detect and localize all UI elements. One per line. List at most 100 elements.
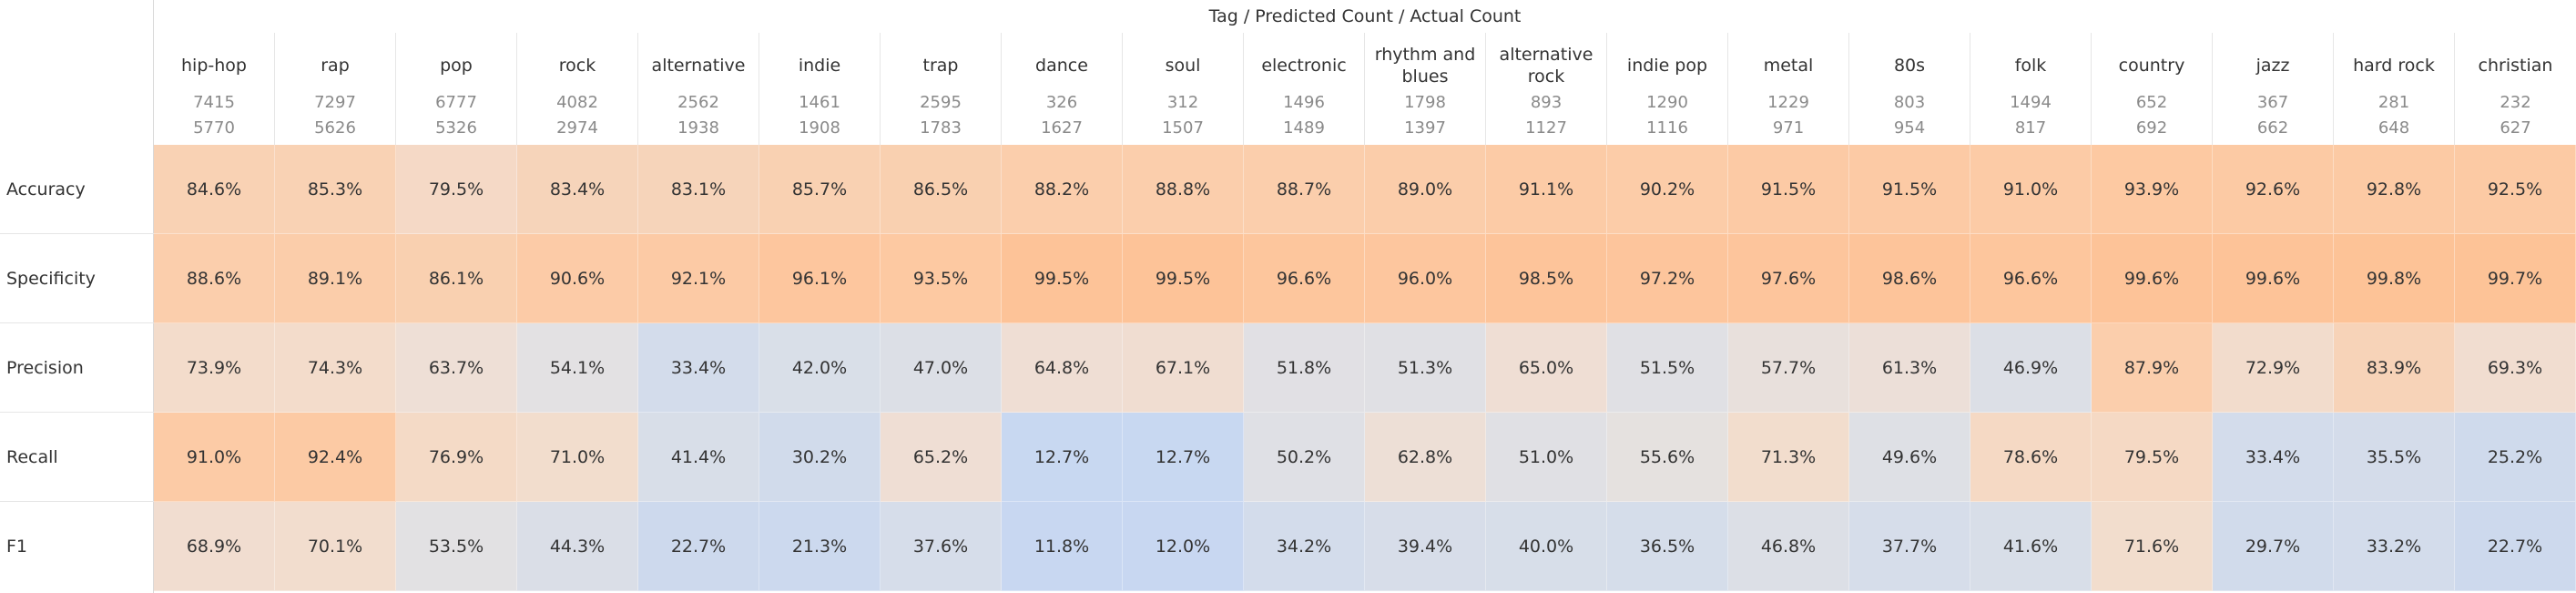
predicted-count: 6777 bbox=[435, 93, 477, 112]
heatmap-cell: 91.0% bbox=[154, 413, 275, 502]
heatmap-cell: 30.2% bbox=[759, 413, 881, 502]
heatmap-cell: 92.8% bbox=[2334, 145, 2455, 234]
actual-count: 1627 bbox=[1041, 118, 1083, 138]
chart-title: Tag / Predicted Count / Actual Count bbox=[1208, 6, 1522, 26]
heatmap-cell: 22.7% bbox=[638, 502, 759, 591]
heatmap-cell: 41.4% bbox=[638, 413, 759, 502]
heatmap-cell: 99.6% bbox=[2213, 234, 2334, 323]
heatmap-cell: 99.7% bbox=[2455, 234, 2576, 323]
predicted-count: 281 bbox=[2377, 93, 2410, 112]
column-header: trap 2595 1783 bbox=[881, 33, 1002, 145]
actual-count: 2974 bbox=[556, 118, 598, 138]
heatmap-cell: 91.1% bbox=[1486, 145, 1607, 234]
heatmap-cell: 37.7% bbox=[1849, 502, 1970, 591]
heatmap-cell: 99.5% bbox=[1002, 234, 1123, 323]
metric-label: Accuracy bbox=[0, 145, 154, 234]
heatmap-cell: 71.6% bbox=[2092, 502, 2213, 591]
heatmap-cell: 88.2% bbox=[1002, 145, 1123, 234]
heatmap-cell: 33.2% bbox=[2334, 502, 2455, 591]
heatmap-cell: 51.3% bbox=[1365, 323, 1486, 413]
column-header: indie 1461 1908 bbox=[759, 33, 881, 145]
heatmap-cell: 99.8% bbox=[2334, 234, 2455, 323]
heatmap-cell: 42.0% bbox=[759, 323, 881, 413]
metric-label: Recall bbox=[0, 413, 154, 502]
predicted-count: 2595 bbox=[920, 93, 962, 112]
column-header: pop 6777 5326 bbox=[396, 33, 517, 145]
heatmap-cell: 37.6% bbox=[881, 502, 1002, 591]
heatmap-cell: 46.9% bbox=[1970, 323, 2092, 413]
heatmap-cell: 87.9% bbox=[2092, 323, 2213, 413]
predicted-count: 1229 bbox=[1767, 93, 1809, 112]
column-header: rap 7297 5626 bbox=[275, 33, 396, 145]
heatmap-cell: 34.2% bbox=[1244, 502, 1365, 591]
column-header: hard rock 281 648 bbox=[2334, 33, 2455, 145]
heatmap-cell: 22.7% bbox=[2455, 502, 2576, 591]
metric-label: Specificity bbox=[0, 234, 154, 323]
heatmap-cell: 83.9% bbox=[2334, 323, 2455, 413]
heatmap-cell: 50.2% bbox=[1244, 413, 1365, 502]
heatmap-cell: 92.6% bbox=[2213, 145, 2334, 234]
heatmap-cell: 96.6% bbox=[1970, 234, 2092, 323]
actual-count: 1507 bbox=[1162, 118, 1204, 138]
heatmap-cell: 57.7% bbox=[1728, 323, 1849, 413]
heatmap-cell: 71.0% bbox=[517, 413, 638, 502]
heatmap-cell: 83.4% bbox=[517, 145, 638, 234]
tag-label: indie pop bbox=[1626, 56, 1708, 76]
column-header: folk 1494 817 bbox=[1970, 33, 2092, 145]
heatmap-cell: 36.5% bbox=[1607, 502, 1728, 591]
heatmap-cell: 54.1% bbox=[517, 323, 638, 413]
column-header: rhythm and blues 1798 1397 bbox=[1365, 33, 1486, 145]
column-header: country 652 692 bbox=[2092, 33, 2213, 145]
heatmap-row: 91.0% 92.4% 76.9% 71.0% 41.4% 30.2% 65.2% 12.7%… bbox=[154, 413, 2576, 502]
heatmap-cell: 79.5% bbox=[2092, 413, 2213, 502]
heatmap-cell: 85.3% bbox=[275, 145, 396, 234]
heatmap-cell: 88.8% bbox=[1123, 145, 1244, 234]
heatmap-cell: 92.5% bbox=[2455, 145, 2576, 234]
predicted-count: 232 bbox=[2500, 93, 2531, 112]
heatmap-row: 68.9% 70.1% 53.5% 44.3% 22.7% 21.3% 37.6% 11.8%… bbox=[154, 502, 2576, 591]
predicted-count: 1461 bbox=[799, 93, 840, 112]
predicted-count: 4082 bbox=[556, 93, 598, 112]
heatmap-cell: 69.3% bbox=[2455, 323, 2576, 413]
heatmap-cell: 98.5% bbox=[1486, 234, 1607, 323]
predicted-count: 1798 bbox=[1404, 93, 1446, 112]
heatmap-cell: 79.5% bbox=[396, 145, 517, 234]
tag-label: country bbox=[2118, 56, 2185, 76]
predicted-count: 1494 bbox=[2010, 93, 2052, 112]
actual-count: 1489 bbox=[1283, 118, 1325, 138]
tag-label: electronic bbox=[1261, 56, 1347, 76]
column-header: electronic 1496 1489 bbox=[1244, 33, 1365, 145]
predicted-count: 326 bbox=[1045, 93, 1078, 112]
heatmap-cell: 99.5% bbox=[1123, 234, 1244, 323]
actual-count: 817 bbox=[2014, 118, 2047, 138]
predicted-count: 7415 bbox=[193, 93, 235, 112]
actual-count: 1908 bbox=[799, 118, 840, 138]
heatmap-cell: 21.3% bbox=[759, 502, 881, 591]
column-header: jazz 367 662 bbox=[2213, 33, 2334, 145]
heatmap-cell: 65.0% bbox=[1486, 323, 1607, 413]
heatmap-cell: 86.1% bbox=[396, 234, 517, 323]
column-header: rock 4082 2974 bbox=[517, 33, 638, 145]
actual-count: 692 bbox=[2135, 118, 2168, 138]
tag-label: 80s bbox=[1893, 56, 1926, 76]
heatmap-cell: 51.0% bbox=[1486, 413, 1607, 502]
column-header: alternative 2562 1938 bbox=[638, 33, 759, 145]
heatmap-cell: 53.5% bbox=[396, 502, 517, 591]
heatmap-cell: 65.2% bbox=[881, 413, 1002, 502]
heatmap-cell: 96.1% bbox=[759, 234, 881, 323]
heatmap-row: 84.6% 85.3% 79.5% 83.4% 83.1% 85.7% 86.5% 88.2%… bbox=[154, 145, 2576, 234]
actual-count: 5326 bbox=[435, 118, 477, 138]
heatmap-cell: 91.5% bbox=[1849, 145, 1970, 234]
heatmap-cell: 90.6% bbox=[517, 234, 638, 323]
tag-label: alternative bbox=[651, 56, 746, 76]
heatmap-cell: 51.8% bbox=[1244, 323, 1365, 413]
heatmap-cell: 88.7% bbox=[1244, 145, 1365, 234]
heatmap-cell: 68.9% bbox=[154, 502, 275, 591]
heatmap-cell: 96.6% bbox=[1244, 234, 1365, 323]
tag-label: alternative rock bbox=[1499, 45, 1593, 87]
column-header: christian 232 627 bbox=[2455, 33, 2576, 145]
heatmap-cell: 71.3% bbox=[1728, 413, 1849, 502]
heatmap-cell: 73.9% bbox=[154, 323, 275, 413]
tag-label: rock bbox=[558, 56, 596, 76]
predicted-count: 1496 bbox=[1283, 93, 1325, 112]
